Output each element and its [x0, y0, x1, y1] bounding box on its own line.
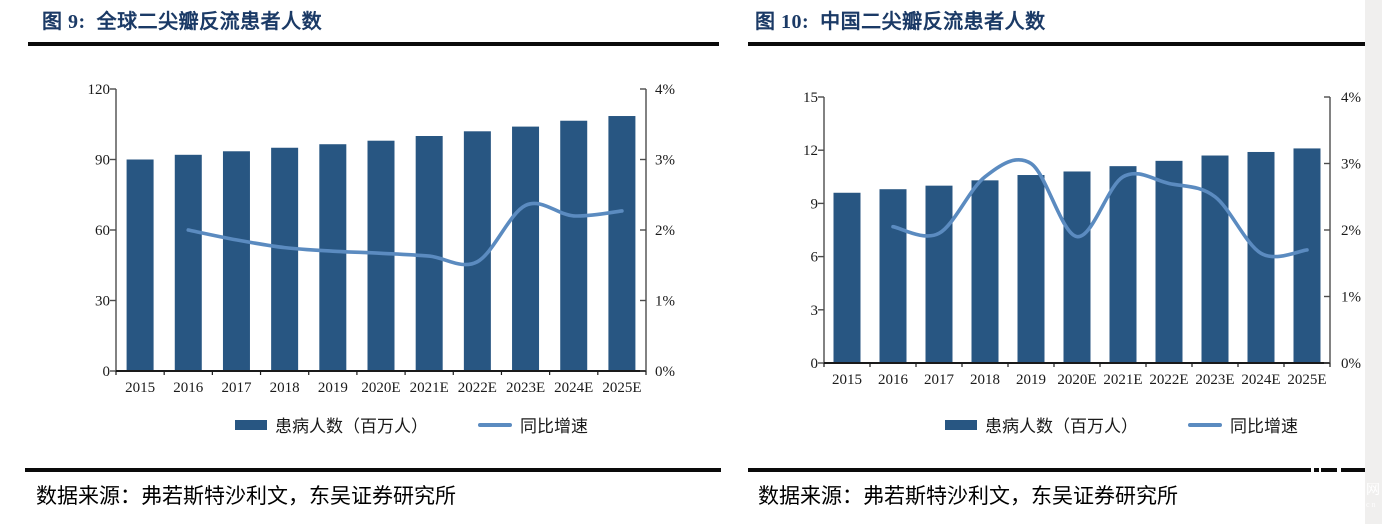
- watermark-sub: cn: [1366, 500, 1378, 510]
- x-axis-category-label: 2022E: [458, 380, 497, 396]
- x-axis-category-label: 2020E: [1057, 372, 1096, 388]
- bar-2022E: [463, 131, 491, 371]
- x-axis-category-label: 2016: [173, 380, 204, 396]
- bar-2016: [174, 154, 202, 371]
- rule-break: [1311, 468, 1314, 472]
- growth-line: [186, 201, 624, 267]
- right-axis-tick-label: 1%: [1341, 290, 1361, 306]
- x-axis-category-label: 2023E: [1195, 372, 1234, 388]
- left-axis-tick-label: 12: [803, 143, 818, 159]
- legend-item-patients: 患病人数（百万人）: [945, 412, 1138, 437]
- x-axis-category-label: 2015: [125, 380, 155, 396]
- bar-2020E: [367, 140, 395, 371]
- figure-10-title: 图 10: 中国二尖瓣反流患者人数: [755, 11, 1046, 33]
- x-axis-category-label: 2019: [1016, 372, 1046, 388]
- bar-2023E: [512, 126, 540, 371]
- bar-2018: [271, 147, 299, 371]
- bar-series-label: 患病人数（百万人）: [985, 417, 1138, 436]
- figure-9-title: 图 9: 全球二尖瓣反流患者人数: [42, 11, 323, 33]
- bar-2020E: [1063, 171, 1091, 363]
- legend-item-patients: 患病人数（百万人）: [235, 412, 428, 437]
- figure-9-source: 数据来源：弗若斯特沙利文，东吴证券研究所: [36, 484, 456, 508]
- bar-2019: [319, 144, 347, 371]
- bar-2025E: [1293, 148, 1321, 363]
- bar-2016: [879, 189, 907, 363]
- x-axis-category-label: 2017: [924, 372, 955, 388]
- figure-10-source: 数据来源：弗若斯特沙利文，东吴证券研究所: [758, 484, 1178, 508]
- x-axis-category-label: 2018: [270, 380, 300, 396]
- figure-9-title-rule: [28, 42, 719, 46]
- bar-series-swatch: [945, 419, 977, 430]
- figure-10-bottom-rule: [748, 468, 1365, 472]
- legend-item-growth: 同比增速: [1188, 412, 1298, 437]
- bar-2017: [925, 185, 953, 363]
- right-axis-tick-label: 3%: [1341, 157, 1361, 173]
- right-axis-tick-label: 1%: [655, 294, 675, 310]
- bar-2021E: [1109, 166, 1137, 363]
- right-axis-tick-label: 4%: [1341, 90, 1361, 106]
- line-series-swatch: [478, 422, 512, 427]
- x-axis-category-label: 2020E: [361, 380, 400, 396]
- x-axis-category-label: 2018: [970, 372, 1000, 388]
- right-axis-tick-label: 3%: [655, 153, 675, 169]
- bar-2021E: [415, 136, 443, 371]
- bar-2015: [126, 159, 154, 371]
- left-axis-tick-label: 3: [811, 303, 819, 319]
- bar-series-label: 患病人数（百万人）: [275, 417, 428, 436]
- x-axis-category-label: 2021E: [410, 380, 449, 396]
- x-axis-category-label: 2017: [221, 380, 252, 396]
- x-axis-category-label: 2025E: [602, 380, 641, 396]
- chart-1: 0 3 6 9 12 15 0% 1% 2% 3% 4% 2015 2016 2017 2018 2019 20…: [803, 90, 1361, 388]
- right-axis-tick-label: 2%: [1341, 223, 1361, 239]
- figure-9-bottom-rule: [25, 468, 721, 472]
- bar-2015: [833, 192, 861, 363]
- bar-2023E: [1201, 155, 1229, 363]
- right-axis-tick-label: 4%: [655, 82, 675, 98]
- rule-break: [1319, 468, 1321, 472]
- line-series-swatch: [1188, 422, 1222, 427]
- x-axis-category-label: 2015: [832, 372, 862, 388]
- left-axis-tick-label: 90: [95, 153, 110, 169]
- right-axis-tick-label: 0%: [655, 364, 675, 380]
- left-axis-tick-label: 0: [103, 364, 111, 380]
- bar-2022E: [1155, 160, 1183, 363]
- rule-break: [1337, 468, 1341, 472]
- right-axis-tick-label: 2%: [655, 223, 675, 239]
- left-axis-tick-label: 15: [803, 90, 818, 106]
- figure-9-legend: 患病人数（百万人） 同比增速: [235, 412, 588, 437]
- x-axis-category-label: 2025E: [1287, 372, 1326, 388]
- figure-10-title-rule: [748, 42, 1365, 46]
- chart-0: 0 30 60 90 120 0% 1% 2% 3% 4% 2015 2016 2017 2018 2019…: [88, 82, 676, 396]
- watermark-glyph: 网: [1366, 483, 1380, 498]
- line-series-label: 同比增速: [1230, 417, 1298, 436]
- left-axis-tick-label: 6: [811, 250, 819, 266]
- figure-10-legend: 患病人数（百万人） 同比增速: [945, 412, 1298, 437]
- bar-2018: [971, 180, 999, 363]
- bar-2017: [222, 151, 250, 371]
- x-axis-category-label: 2019: [318, 380, 348, 396]
- left-axis-tick-label: 60: [95, 223, 110, 239]
- x-axis-category-label: 2024E: [554, 380, 593, 396]
- bar-2025E: [608, 116, 636, 372]
- left-axis-tick-label: 30: [95, 294, 110, 310]
- bar-2019: [1017, 175, 1045, 363]
- watermark: 网 cn: [1366, 483, 1382, 510]
- bar-series-swatch: [235, 419, 267, 430]
- x-axis-category-label: 2023E: [506, 380, 545, 396]
- left-axis-tick-label: 9: [811, 196, 819, 212]
- x-axis-category-label: 2024E: [1241, 372, 1280, 388]
- left-axis-tick-label: 120: [88, 82, 111, 98]
- x-axis-category-label: 2021E: [1103, 372, 1142, 388]
- x-axis-category-label: 2016: [878, 372, 909, 388]
- growth-line: [891, 157, 1309, 259]
- page-edge-strip: [1365, 0, 1382, 524]
- line-series-label: 同比增速: [520, 417, 588, 436]
- bar-2024E: [560, 120, 588, 371]
- legend-item-growth: 同比增速: [478, 412, 588, 437]
- left-axis-tick-label: 0: [811, 356, 819, 372]
- x-axis-category-label: 2022E: [1149, 372, 1188, 388]
- right-axis-tick-label: 0%: [1341, 356, 1361, 372]
